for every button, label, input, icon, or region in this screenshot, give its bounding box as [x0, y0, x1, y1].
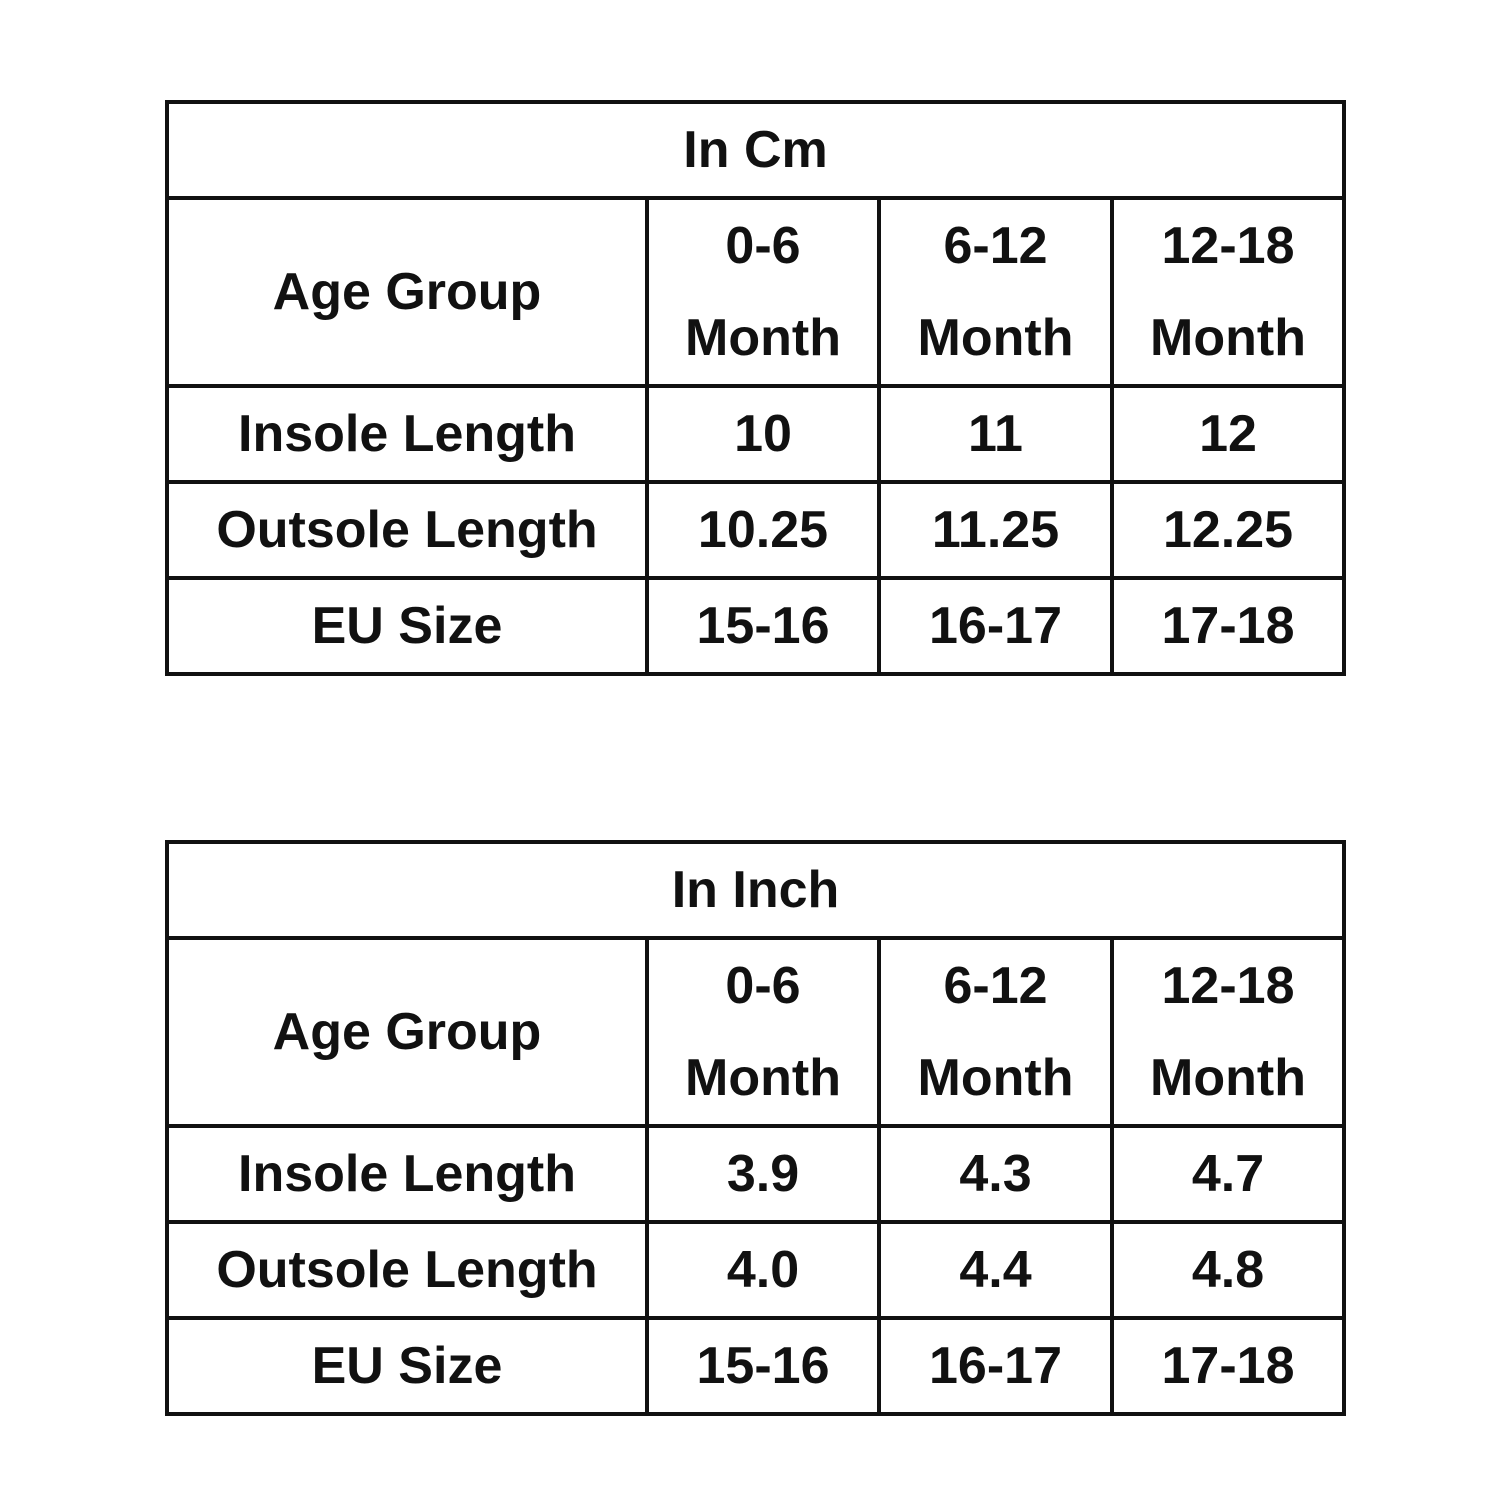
cell: 17-18 — [1109, 576, 1347, 676]
table-title: In Inch — [165, 840, 1346, 940]
column-header: 6-12 Month — [877, 936, 1114, 1128]
row-label: Insole Length — [165, 1124, 649, 1224]
cell: 12 — [1109, 384, 1347, 484]
cell: 17-18 — [1110, 1316, 1346, 1416]
header-row: Age Group 0-6 Month 6-12 Month 12-18 Month — [165, 196, 1347, 388]
row-label: Outsole Length — [165, 480, 649, 580]
column-header: 12-18 Month — [1110, 936, 1346, 1128]
data-row: Outsole Length 10.25 11.25 12.25 — [165, 480, 1347, 580]
column-header: 12-18 Month — [1109, 196, 1347, 388]
data-row: Insole Length 10 11 12 — [165, 384, 1347, 484]
cell: 16-17 — [877, 576, 1114, 676]
cell: 15-16 — [645, 576, 881, 676]
cell: 11 — [877, 384, 1114, 484]
data-row: Outsole Length 4.0 4.4 4.8 — [165, 1220, 1346, 1320]
row-label: Insole Length — [165, 384, 649, 484]
cell: 4.7 — [1110, 1124, 1346, 1224]
cell: 10 — [645, 384, 881, 484]
column-header: 6-12 Month — [877, 196, 1114, 388]
data-row: Insole Length 3.9 4.3 4.7 — [165, 1124, 1346, 1224]
row-label: Outsole Length — [165, 1220, 649, 1320]
size-table: In Inch Age Group 0-6 Month 6-12 Month 12-18… — [165, 840, 1346, 1416]
header-row: Age Group 0-6 Month 6-12 Month 12-18 Month — [165, 936, 1346, 1128]
cell: 15-16 — [645, 1316, 881, 1416]
cell: 4.0 — [645, 1220, 881, 1320]
column-header: 0-6 Month — [645, 936, 881, 1128]
data-row: EU Size 15-16 16-17 17-18 — [165, 576, 1347, 676]
cell: 3.9 — [645, 1124, 881, 1224]
cell: 4.8 — [1110, 1220, 1346, 1320]
row-label: EU Size — [165, 576, 649, 676]
title-row: In Cm — [164, 100, 1347, 200]
size-table: In Cm Age Group 0-6 Month 6-12 Month 12-18 M… — [164, 100, 1347, 676]
cell: 11.25 — [877, 480, 1114, 580]
cell: 4.4 — [877, 1220, 1114, 1320]
column-header: 0-6 Month — [645, 196, 881, 388]
cell: 12.25 — [1109, 480, 1347, 580]
row-label: EU Size — [165, 1316, 649, 1416]
data-row: EU Size 15-16 16-17 17-18 — [165, 1316, 1346, 1416]
cell: 4.3 — [877, 1124, 1114, 1224]
title-row: In Inch — [165, 840, 1346, 940]
cell: 10.25 — [645, 480, 881, 580]
table-title: In Cm — [164, 100, 1347, 200]
row-label: Age Group — [165, 936, 649, 1128]
row-label: Age Group — [165, 196, 649, 388]
cell: 16-17 — [877, 1316, 1114, 1416]
